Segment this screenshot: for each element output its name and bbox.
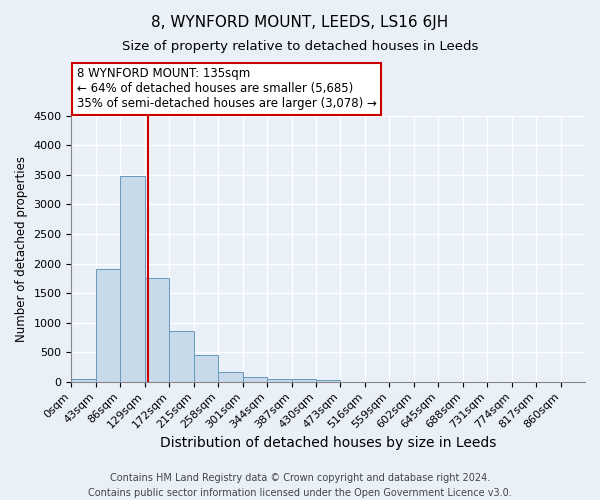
Bar [71,379,96,382]
X-axis label: Distribution of detached houses by size in Leeds: Distribution of detached houses by size … [160,436,496,450]
Bar [242,377,267,382]
Bar [194,355,218,382]
Text: Contains HM Land Registry data © Crown copyright and database right 2024.
Contai: Contains HM Land Registry data © Crown c… [88,472,512,498]
Bar [96,270,121,382]
Text: Size of property relative to detached houses in Leeds: Size of property relative to detached ho… [122,40,478,53]
Y-axis label: Number of detached properties: Number of detached properties [15,156,28,342]
Bar [316,380,340,382]
Text: 8 WYNFORD MOUNT: 135sqm
← 64% of detached houses are smaller (5,685)
35% of semi: 8 WYNFORD MOUNT: 135sqm ← 64% of detache… [77,68,376,110]
Bar [267,379,292,382]
Bar [292,379,316,382]
Bar [145,278,169,382]
Text: 8, WYNFORD MOUNT, LEEDS, LS16 6JH: 8, WYNFORD MOUNT, LEEDS, LS16 6JH [151,15,449,30]
Bar [169,332,194,382]
Bar [218,372,242,382]
Bar [121,176,145,382]
